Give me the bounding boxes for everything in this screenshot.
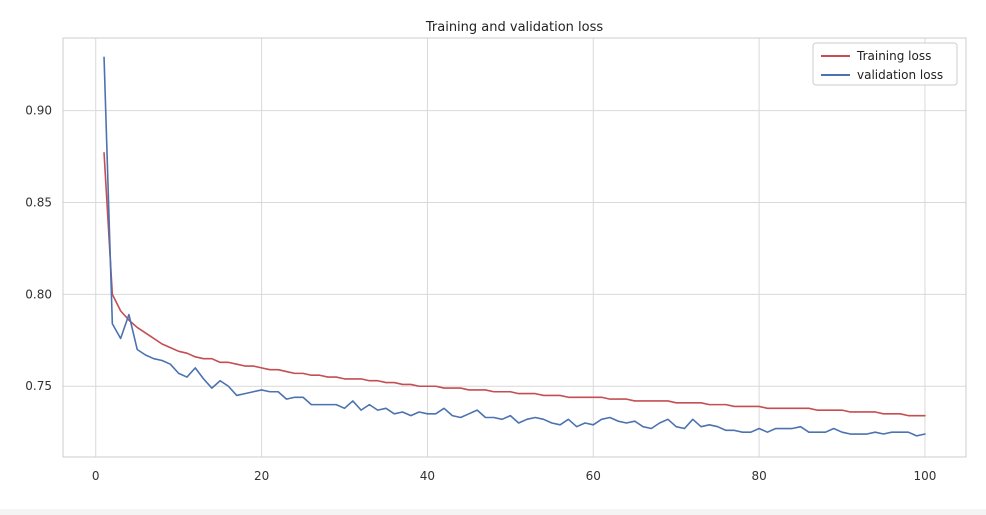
legend-label-validation: validation loss (857, 68, 943, 82)
bottom-strip (0, 509, 986, 515)
legend-label-training: Training loss (856, 49, 931, 63)
y-tick-label: 0.90 (25, 104, 52, 118)
x-tick-label: 0 (92, 469, 100, 483)
y-tick-label: 0.75 (25, 379, 52, 393)
training-loss-line (103, 152, 926, 417)
series-lines (103, 56, 926, 437)
plot-frame (62, 37, 967, 458)
x-tick-label: 60 (586, 469, 601, 483)
validation-loss-line (103, 56, 926, 437)
x-tick-label: 80 (751, 469, 766, 483)
x-tick-label: 40 (420, 469, 435, 483)
tick-labels: 0 20 40 60 80 100 0.75 0.80 0.85 0.90 (25, 104, 936, 483)
x-tick-label: 100 (914, 469, 937, 483)
y-tick-label: 0.85 (25, 195, 52, 209)
plot-background (63, 38, 966, 457)
chart-title: Training and validation loss (425, 20, 603, 35)
y-tick-label: 0.80 (25, 287, 52, 301)
x-tick-label: 20 (254, 469, 269, 483)
legend: Training loss validation loss (812, 42, 958, 86)
